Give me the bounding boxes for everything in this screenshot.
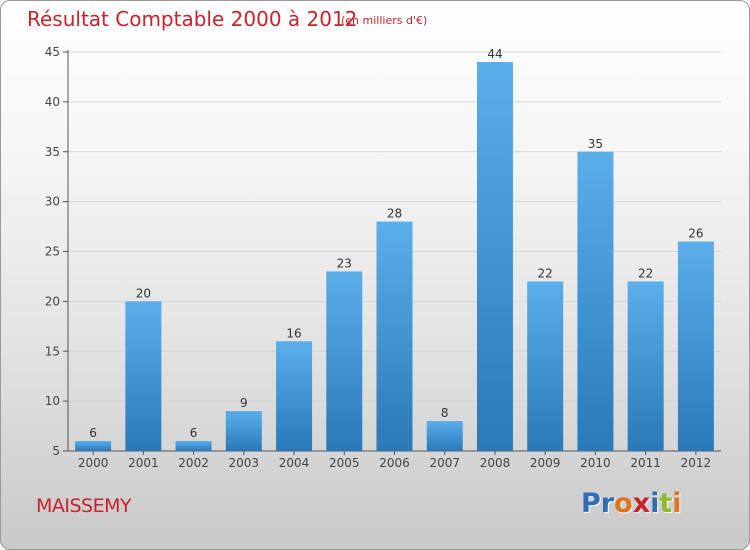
x-tick-label: 2005 (329, 456, 360, 470)
bar-2003 (225, 411, 262, 451)
x-tick-label: 2001 (128, 456, 159, 470)
bar-2011 (627, 281, 664, 451)
logo-letter: t (659, 488, 673, 519)
bar-2004 (276, 341, 313, 451)
logo-letter: o (614, 488, 633, 519)
bar-2012 (677, 241, 714, 451)
x-tick-label: 2007 (429, 456, 460, 470)
chart-subtitle: (en milliers d'€) (341, 14, 428, 27)
y-tick-label: 25 (45, 245, 60, 259)
y-tick-label: 45 (45, 45, 60, 59)
bar-2010 (577, 151, 614, 451)
x-tick-label: 2006 (379, 456, 410, 470)
bar-2000 (75, 441, 112, 451)
labels: 5 10 15 20 25 30 35 40 45 6 2000 20 2001 6 2002 9 2003 16… (45, 45, 711, 470)
data-label: 6 (89, 426, 97, 440)
bar-2007 (426, 421, 463, 451)
bar-2008 (476, 61, 513, 451)
data-label: 35 (588, 137, 603, 151)
data-label: 16 (286, 326, 301, 340)
bar-2009 (527, 281, 564, 451)
x-tick-label: 2009 (530, 456, 561, 470)
data-label: 22 (638, 266, 653, 280)
data-label: 9 (240, 396, 248, 410)
data-label: 6 (190, 426, 198, 440)
y-tick-label: 30 (45, 195, 60, 209)
y-tick-label: 10 (45, 394, 60, 408)
logo-letter: r (600, 488, 615, 519)
data-label: 22 (538, 266, 553, 280)
data-label: 28 (387, 207, 402, 221)
x-tick-label: 2008 (480, 456, 511, 470)
y-tick-label: 15 (45, 344, 60, 358)
logo-letter: x (632, 488, 651, 519)
bars (75, 61, 714, 451)
data-label: 20 (136, 286, 151, 300)
x-tick-label: 2010 (580, 456, 611, 470)
x-tick-label: 2012 (681, 456, 712, 470)
bar-2002 (175, 441, 212, 451)
proxiti-logo[interactable]: Proxiti (581, 488, 682, 519)
y-tick-label: 40 (45, 95, 60, 109)
logo-letter: i (650, 488, 660, 519)
x-tick-label: 2002 (178, 456, 209, 470)
bar-2005 (326, 271, 363, 451)
data-label: 8 (441, 406, 449, 420)
commune-name: MAISSEMY (36, 495, 132, 517)
data-label: 26 (688, 227, 703, 241)
y-tick-label: 20 (45, 294, 60, 308)
bar-2001 (125, 301, 162, 451)
x-tick-label: 2011 (630, 456, 661, 470)
logo-letter: i (672, 488, 682, 519)
data-label: 23 (337, 256, 352, 270)
y-tick-label: 35 (45, 145, 60, 159)
bar-2006 (376, 221, 413, 451)
x-tick-label: 2000 (78, 456, 109, 470)
logo-letter: P (581, 488, 601, 519)
x-tick-label: 2003 (229, 456, 260, 470)
y-tick-label: 5 (52, 444, 60, 458)
data-label: 44 (487, 47, 502, 61)
chart-title: Résultat Comptable 2000 à 2012 (27, 7, 358, 31)
x-tick-label: 2004 (279, 456, 310, 470)
